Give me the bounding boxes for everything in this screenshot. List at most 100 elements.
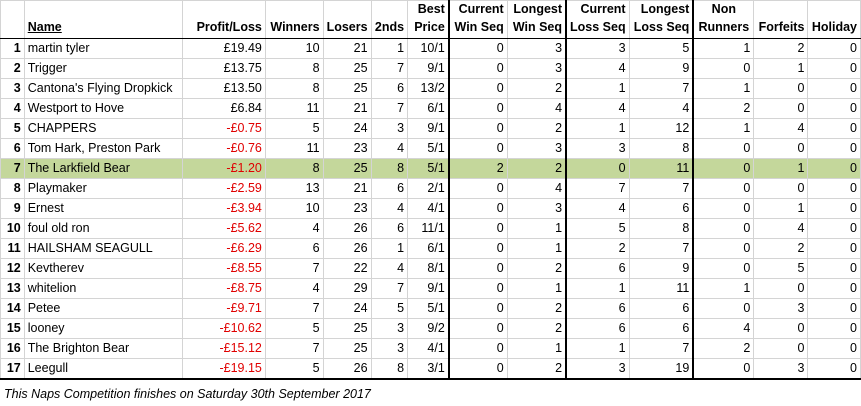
holiday-cell: 0 [807, 318, 861, 339]
best-price-cell: 11/1 [407, 218, 450, 239]
current-loss-seq-cell: 1 [565, 78, 630, 99]
losers-cell: 25 [322, 338, 372, 359]
seconds-cell: 3 [370, 338, 409, 359]
forfeits-cell: 0 [753, 138, 809, 159]
non-runners-cell: 0 [692, 298, 755, 319]
holiday-cell: 0 [807, 298, 861, 319]
winners-cell: 13 [264, 178, 324, 199]
longest-win-seq-cell: 2 [506, 118, 568, 139]
header-loss-seq: Loss Seq [565, 17, 630, 39]
holiday-cell: 0 [807, 198, 861, 219]
header-2nds: 2nds [370, 17, 409, 39]
player-name: Playmaker [23, 178, 183, 199]
longest-win-seq-cell: 1 [506, 218, 568, 239]
current-loss-seq-cell: 3 [565, 138, 630, 159]
rank-cell: 3 [0, 78, 25, 99]
holiday-cell: 0 [807, 158, 861, 179]
profit-loss: -£0.75 [181, 118, 266, 139]
winners-cell: 10 [264, 198, 324, 219]
current-loss-seq-cell: 5 [565, 218, 630, 239]
current-loss-seq-cell: 2 [565, 238, 630, 259]
player-name: Westport to Hove [23, 98, 183, 119]
winners-cell: 4 [264, 278, 324, 299]
winners-cell: 8 [264, 78, 324, 99]
current-win-seq-cell: 0 [448, 278, 508, 299]
longest-win-seq-cell: 2 [506, 358, 568, 380]
non-runners-cell: 1 [692, 78, 755, 99]
holiday-cell: 0 [807, 278, 861, 299]
forfeits-cell: 4 [753, 118, 809, 139]
header-cell [23, 0, 183, 17]
current-win-seq-cell: 0 [448, 178, 508, 199]
table-row: 14 Petee -£9.71 7 24 5 5/1 0 2 6 6 0 3 0 [0, 298, 861, 319]
header-current-loss: Current [565, 0, 630, 17]
longest-win-seq-cell: 4 [506, 98, 568, 119]
winners-cell: 5 [264, 318, 324, 339]
rank-cell: 15 [0, 318, 25, 339]
losers-cell: 25 [322, 318, 372, 339]
table-row: 4 Westport to Hove £6.84 11 21 7 6/1 0 4 4 4 2 0 0 [0, 98, 861, 119]
player-name: Kevtherev [23, 258, 183, 279]
holiday-cell: 0 [807, 238, 861, 259]
longest-loss-seq-cell: 7 [628, 178, 695, 199]
best-price-cell: 5/1 [407, 158, 450, 179]
rank-cell: 7 [0, 158, 25, 179]
player-name: whitelion [23, 278, 183, 299]
current-win-seq-cell: 0 [448, 198, 508, 219]
profit-loss: £13.75 [181, 58, 266, 79]
non-runners-cell: 1 [692, 278, 755, 299]
current-loss-seq-cell: 3 [565, 38, 630, 59]
current-win-seq-cell: 0 [448, 298, 508, 319]
header-best: Best [407, 0, 450, 17]
non-runners-cell: 0 [692, 198, 755, 219]
holiday-cell: 0 [807, 58, 861, 79]
best-price-cell: 6/1 [407, 98, 450, 119]
player-name: HAILSHAM SEAGULL [23, 238, 183, 259]
forfeits-cell: 2 [753, 38, 809, 59]
player-name: Cantona's Flying Dropkick [23, 78, 183, 99]
profit-loss: -£1.20 [181, 158, 266, 179]
losers-cell: 26 [322, 218, 372, 239]
forfeits-cell: 3 [753, 298, 809, 319]
player-name: foul old ron [23, 218, 183, 239]
table-row: 10 foul old ron -£5.62 4 26 6 11/1 0 1 5 8 0 4 0 [0, 218, 861, 239]
seconds-cell: 6 [370, 218, 409, 239]
header-longest-win: Longest [506, 0, 568, 17]
losers-cell: 21 [322, 98, 372, 119]
rank-cell: 6 [0, 138, 25, 159]
current-win-seq-cell: 0 [448, 58, 508, 79]
profit-loss: £6.84 [181, 98, 266, 119]
winners-cell: 8 [264, 158, 324, 179]
winners-cell: 10 [264, 38, 324, 59]
longest-win-seq-cell: 3 [506, 38, 568, 59]
rank-cell: 10 [0, 218, 25, 239]
header-cell [753, 0, 809, 17]
player-name: martin tyler [23, 38, 183, 59]
rank-cell: 1 [0, 38, 25, 59]
profit-loss: -£9.71 [181, 298, 266, 319]
forfeits-cell: 0 [753, 78, 809, 99]
current-win-seq-cell: 0 [448, 78, 508, 99]
naps-league-table: Best Current Longest Current Longest Non… [0, 0, 861, 380]
seconds-cell: 3 [370, 318, 409, 339]
longest-loss-seq-cell: 12 [628, 118, 695, 139]
current-loss-seq-cell: 6 [565, 258, 630, 279]
rank-cell: 8 [0, 178, 25, 199]
longest-loss-seq-cell: 11 [628, 158, 695, 179]
header-row-2: Name Profit/Loss Winners Losers 2nds Pri… [0, 17, 861, 39]
current-win-seq-cell: 0 [448, 318, 508, 339]
holiday-cell: 0 [807, 218, 861, 239]
holiday-cell: 0 [807, 78, 861, 99]
seconds-cell: 1 [370, 38, 409, 59]
winners-cell: 4 [264, 218, 324, 239]
best-price-cell: 9/1 [407, 118, 450, 139]
header-cell [322, 0, 372, 17]
non-runners-cell: 1 [692, 38, 755, 59]
header-win-seq-longest: Win Seq [506, 17, 568, 39]
holiday-cell: 0 [807, 118, 861, 139]
rank-cell: 9 [0, 198, 25, 219]
longest-win-seq-cell: 2 [506, 78, 568, 99]
forfeits-cell: 5 [753, 258, 809, 279]
losers-cell: 26 [322, 358, 372, 380]
current-loss-seq-cell: 1 [565, 338, 630, 359]
